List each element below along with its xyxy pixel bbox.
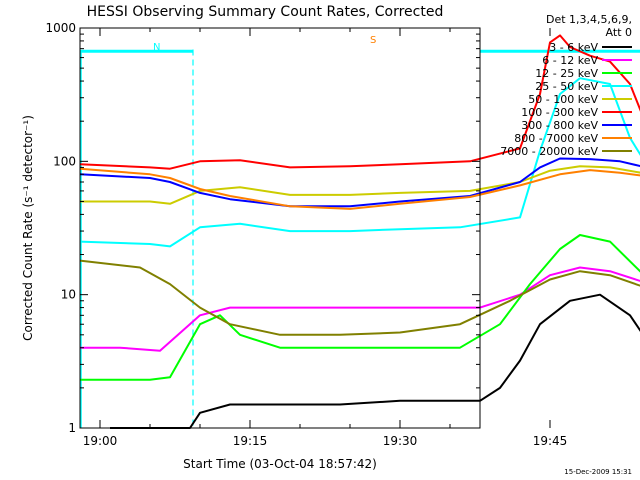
- legend-label-6: 300 - 800 keV: [521, 119, 598, 132]
- series-line-2: [80, 234, 640, 381]
- series-line-5: [79, 34, 640, 170]
- series-line-7: [79, 167, 640, 210]
- legend-label-0: 3 - 6 keV: [549, 41, 598, 54]
- legend-label-7: 800 - 7000 keV: [514, 132, 598, 145]
- axis-layer: 110100100019:0019:1519:3019:4520:0020:15…: [45, 21, 568, 448]
- y-tick-label-1: 10: [61, 288, 76, 302]
- y-tick-label-0: 1: [68, 421, 76, 435]
- plot-frame: [79, 27, 481, 429]
- series-layer: [79, 34, 640, 429]
- footer-date: 15-Dec-2009 15:31: [564, 468, 632, 476]
- orbit-marks-layer: [80, 49, 640, 428]
- y-axis-title: Corrected Count Rate (s⁻¹ detector⁻¹): [21, 115, 35, 341]
- annotation-s: S: [370, 35, 376, 46]
- series-line-0: [110, 293, 640, 429]
- y-tick-label-2: 100: [53, 154, 76, 168]
- series-line-8: [79, 259, 640, 336]
- annotation-n: N: [153, 42, 160, 53]
- legend-label-1: 6 - 12 keV: [542, 54, 598, 67]
- chart-title: HESSI Observing Summary Count Rates, Cor…: [87, 4, 444, 20]
- x-axis-title: Start Time (03-Oct-04 18:57:42): [183, 457, 377, 471]
- legend-header-attenuator: Att 0: [606, 26, 632, 39]
- series-line-3: [79, 77, 640, 248]
- legend-label-5: 100 - 300 keV: [521, 106, 598, 119]
- legend-label-8: 7000 - 20000 keV: [500, 145, 598, 158]
- y-tick-label-3: 1000: [45, 21, 76, 35]
- legend-label-4: 50 - 100 keV: [528, 93, 598, 106]
- legend-header-detectors: Det 1,3,4,5,6,9,: [546, 13, 632, 26]
- x-tick-label-2: 19:30: [383, 434, 418, 448]
- series-line-6: [79, 157, 640, 208]
- x-tick-label-1: 19:15: [233, 434, 268, 448]
- x-tick-label-3: 19:45: [533, 434, 568, 448]
- x-tick-label-0: 19:00: [83, 434, 118, 448]
- series-line-4: [80, 165, 640, 205]
- legend-label-2: 12 - 25 keV: [535, 67, 598, 80]
- legend-label-3: 25 - 50 keV: [535, 80, 598, 93]
